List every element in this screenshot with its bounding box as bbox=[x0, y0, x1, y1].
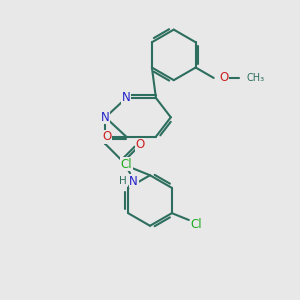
Text: O: O bbox=[219, 71, 228, 84]
Text: N: N bbox=[122, 92, 130, 104]
Text: Cl: Cl bbox=[120, 158, 132, 171]
Text: CH₃: CH₃ bbox=[246, 73, 265, 83]
Text: N: N bbox=[129, 175, 138, 188]
Text: H: H bbox=[119, 176, 127, 186]
Text: O: O bbox=[136, 138, 145, 152]
Text: Cl: Cl bbox=[191, 218, 203, 231]
Text: N: N bbox=[101, 111, 110, 124]
Text: O: O bbox=[102, 130, 112, 143]
